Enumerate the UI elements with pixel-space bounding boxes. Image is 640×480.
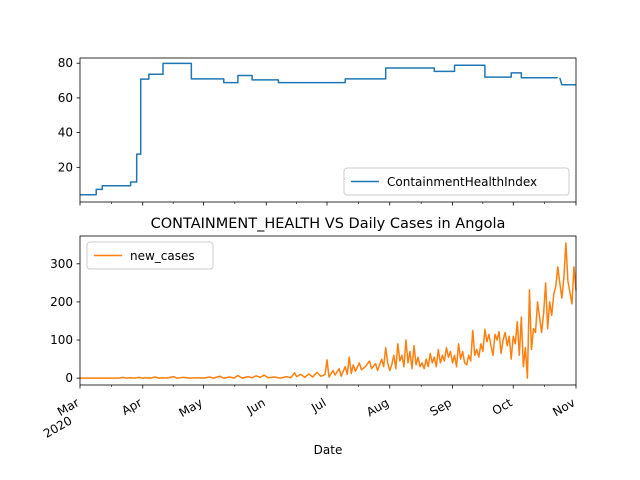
y-tick-label: 0 <box>65 371 73 385</box>
x-tick-label: Sep <box>427 395 454 418</box>
plot-1: 20 40 60 80 ContainmentHealthIndex <box>58 56 577 206</box>
x-tick-label: Oct <box>490 395 515 418</box>
x-axis-label: Date <box>314 443 343 457</box>
plot-frame <box>79 57 577 203</box>
y-tick-label: 60 <box>58 91 73 105</box>
figure-title: CONTAINMENT_HEALTH VS Daily Cases in Ang… <box>151 216 506 232</box>
legend-box <box>343 167 570 196</box>
legend-box <box>86 241 214 270</box>
y-tick-label: 80 <box>58 56 73 70</box>
legend: new_cases <box>86 241 214 270</box>
series-line-new_cases <box>80 242 577 379</box>
x-tick-year-label: 2020 <box>41 413 74 440</box>
legend-label: ContainmentHealthIndex <box>387 175 537 189</box>
y-tick-label: 200 <box>50 295 73 309</box>
x-tick-label: Nov <box>550 395 577 419</box>
x-tick-label: Jul <box>308 395 328 415</box>
y-tick-label: 20 <box>58 160 73 174</box>
series-line-ContainmentHealthIndex <box>80 62 576 196</box>
x-tick-label: Apr <box>119 395 144 418</box>
x-tick-label: May <box>177 395 205 420</box>
y-tick-label: 300 <box>50 257 73 271</box>
legend-label: new_cases <box>130 249 195 263</box>
y-tick-label: 100 <box>50 333 73 347</box>
legend: ContainmentHealthIndex <box>343 167 570 196</box>
plot-frame <box>79 235 577 386</box>
x-tick-label: Jun <box>244 395 268 417</box>
x-tick-label: Aug <box>364 395 391 419</box>
y-tick-label: 40 <box>58 126 73 140</box>
